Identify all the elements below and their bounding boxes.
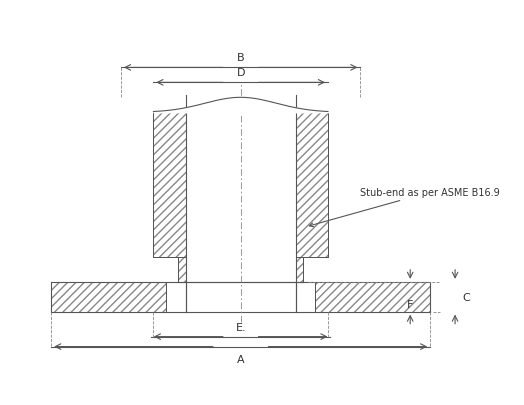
Bar	[296, 257, 303, 282]
Bar	[178, 257, 186, 282]
Text: A: A	[237, 354, 245, 364]
Text: Stub-end as per ASME B16.9: Stub-end as per ASME B16.9	[309, 188, 500, 227]
Text: B: B	[237, 53, 245, 63]
Bar	[51, 282, 166, 312]
Bar	[296, 113, 328, 257]
Text: E.: E.	[235, 322, 246, 332]
Bar	[154, 113, 186, 257]
Text: D: D	[236, 68, 245, 78]
Bar	[315, 282, 430, 312]
Text: F: F	[407, 299, 413, 309]
Text: C: C	[463, 292, 471, 302]
